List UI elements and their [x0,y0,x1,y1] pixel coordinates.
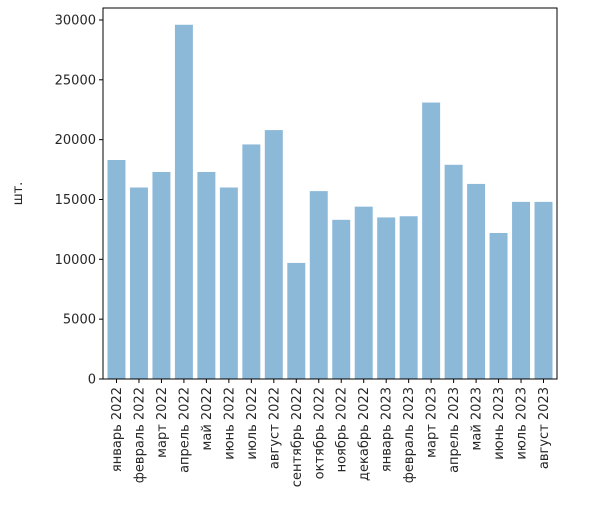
x-tick-label: апрель 2023 [447,387,462,473]
x-tick-label: июль 2023 [515,387,530,460]
x-tick-label: май 2022 [200,387,215,450]
x-tick-label: май 2023 [470,387,485,450]
x-tick-label: сентябрь 2022 [290,387,305,487]
x-tick-label: март 2023 [425,387,440,458]
bar-10 [309,191,328,379]
bar-6 [219,187,238,379]
bar-18 [489,232,508,379]
bar-2 [129,187,148,379]
bar-16 [444,164,463,379]
bar-17 [467,183,486,379]
x-tick-label: июнь 2022 [222,387,237,460]
bar-15 [422,102,441,379]
x-tick-label: февраль 2023 [402,387,417,483]
x-tick-label: июнь 2023 [492,387,507,460]
bar-19 [512,201,531,379]
bar-11 [332,219,351,379]
bar-13 [377,217,396,379]
x-tick-label: январь 2022 [110,387,125,472]
bar-4 [174,24,193,379]
bar-3 [152,171,171,379]
x-tick-label: апрель 2022 [177,387,192,473]
y-tick-label: 30000 [55,13,96,28]
bar-14 [399,216,418,379]
bars-group [107,24,553,379]
x-tick-label: август 2022 [267,387,282,469]
y-tick-label: 20000 [55,133,96,148]
x-tick-label: ноябрь 2022 [335,387,350,472]
x-tick-label: август 2023 [537,387,552,469]
x-tick-label: март 2022 [155,387,170,458]
x-tick-label: октябрь 2022 [312,387,327,479]
y-axis: 0 5000 10000 15000 20000 25000 30000 [55,13,103,388]
y-tick-label: 25000 [55,73,96,88]
x-tick-label: декабрь 2022 [357,387,372,481]
bar-1 [107,159,126,379]
bar-12 [354,206,373,379]
bar-9 [287,262,306,379]
x-tick-label: январь 2023 [380,387,395,472]
bar-20 [534,201,553,379]
x-axis: январь 2022 февраль 2022 март 2022 апрель 2… [110,379,552,487]
bar-5 [197,171,216,379]
y-tick-label: 15000 [55,193,96,208]
x-tick-label: июль 2022 [245,387,260,460]
bar-7 [242,144,261,379]
y-tick-label: 5000 [63,313,96,328]
y-tick-label: 0 [88,373,96,388]
y-tick-label: 10000 [55,253,96,268]
x-tick-label: февраль 2022 [132,387,147,483]
y-axis-label: шт. [11,182,26,206]
bar-8 [264,130,283,379]
plot-frame [102,7,558,380]
